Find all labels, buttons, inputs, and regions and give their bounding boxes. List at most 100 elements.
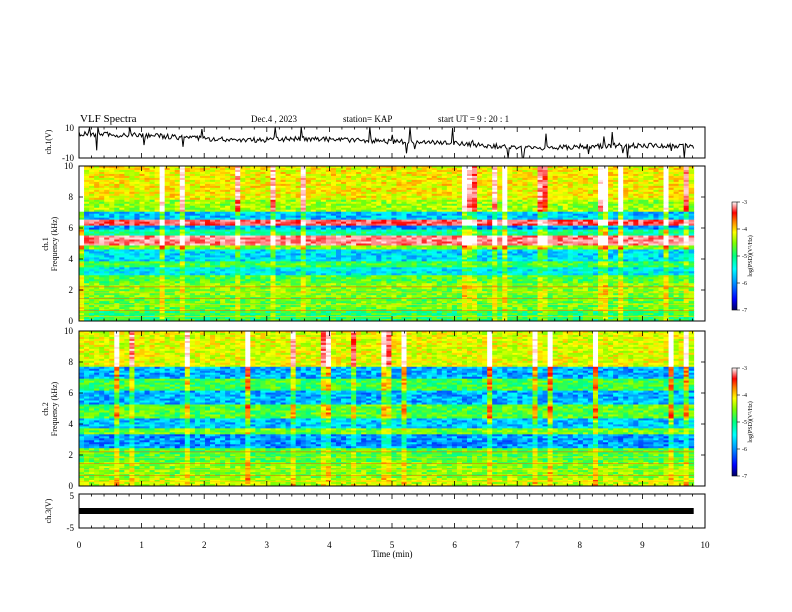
spectrogram-cell xyxy=(653,211,659,215)
spectrogram-cell xyxy=(411,166,417,169)
spectrogram-cell xyxy=(99,215,105,219)
spectrogram-cell xyxy=(204,171,211,175)
spectrogram-cell xyxy=(648,221,654,225)
spectrogram-cell xyxy=(230,175,236,179)
spectrogram-cell xyxy=(592,191,599,195)
spectrogram-cell xyxy=(466,243,473,246)
spectrogram-cell xyxy=(139,201,145,205)
spectrogram-cell xyxy=(472,185,478,189)
spectrogram-cell xyxy=(164,229,171,232)
spectrogram-cell xyxy=(603,243,609,246)
spectrogram-cell xyxy=(381,169,387,173)
spectrogram-cell xyxy=(567,201,574,205)
spectrogram-cell xyxy=(487,169,493,173)
spectrogram-cell xyxy=(305,185,312,189)
spectrogram-cell xyxy=(441,183,448,187)
spectrogram-cell xyxy=(89,193,95,197)
spectrogram-cell xyxy=(673,195,680,199)
spectrogram-cell xyxy=(361,225,367,229)
spectrogram-cell xyxy=(421,215,428,219)
spectrogram-cell xyxy=(386,185,392,189)
spectrogram-cell xyxy=(245,177,251,181)
spectrogram-cell xyxy=(371,207,377,211)
spectrogram-cell xyxy=(416,175,423,179)
spectrogram-cell xyxy=(164,243,171,246)
spectrogram-cell xyxy=(265,197,271,201)
spectrogram-cell xyxy=(386,223,392,227)
spectrogram-cell xyxy=(688,209,695,213)
spectrogram-cell xyxy=(381,179,387,183)
spectrogram-cell xyxy=(421,241,428,244)
spectrogram-cell xyxy=(542,169,549,173)
spectrogram-cell xyxy=(280,211,286,215)
spectrogram-cell xyxy=(562,166,569,169)
spectrogram-cell xyxy=(356,171,362,175)
spectrogram-cell xyxy=(164,203,171,207)
spectrogram-cell xyxy=(371,201,377,205)
spectrogram-cell xyxy=(230,201,236,205)
spectrogram-cell xyxy=(482,235,488,238)
spectrogram-cell xyxy=(381,183,387,187)
spectrogram-cell xyxy=(169,191,176,195)
spectrogram-cell xyxy=(431,223,438,227)
spectrogram-cell xyxy=(184,175,191,179)
spectrogram-cell xyxy=(592,235,599,238)
spectrogram-cell xyxy=(547,229,554,232)
spectrogram-cell xyxy=(643,235,649,238)
spectrogram-cell xyxy=(552,223,559,227)
spectrogram-cell xyxy=(542,243,549,246)
spectrogram-cell xyxy=(351,213,357,217)
spectrogram-cell xyxy=(280,209,286,213)
spectrogram-cell xyxy=(603,219,609,223)
spectrogram-cell xyxy=(290,223,297,227)
spectrogram-cell xyxy=(84,167,90,171)
spectrogram-cell xyxy=(582,166,589,169)
spectrogram-cell xyxy=(507,229,513,232)
spectrogram-cell xyxy=(154,169,161,173)
spectrogram-cell xyxy=(335,185,342,189)
spectrogram-cell xyxy=(562,221,569,225)
spectrogram-cell xyxy=(527,243,533,246)
spectrogram-cell xyxy=(220,211,226,215)
spectrogram-cell xyxy=(164,241,171,244)
spectrogram-cell xyxy=(320,171,327,175)
spectrogram-cell xyxy=(320,241,327,244)
spectrogram-cell xyxy=(245,199,251,203)
spectrogram-cell xyxy=(260,229,266,232)
spectrogram-cell xyxy=(658,239,664,242)
spectrogram-cell xyxy=(381,239,387,242)
spectrogram-cell xyxy=(557,191,564,195)
spectrogram-cell xyxy=(320,181,327,185)
spectrogram-cell xyxy=(482,199,488,203)
spectrogram-cell xyxy=(346,203,352,207)
spectrogram-cell xyxy=(114,233,120,236)
spectrogram-cell xyxy=(300,197,307,201)
spectrogram-cell xyxy=(477,233,483,236)
spectrogram-cell xyxy=(416,221,423,225)
spectrogram-cell xyxy=(537,169,543,173)
spectrogram-cell xyxy=(461,185,468,189)
spectrogram-cell xyxy=(371,235,377,238)
spectrogram-cell xyxy=(89,223,95,227)
spectrogram-cell xyxy=(688,219,695,223)
spectrogram-cell xyxy=(305,243,312,246)
spectrogram-cell xyxy=(517,237,523,240)
spectrogram-cell xyxy=(225,173,231,177)
spectrogram-cell xyxy=(396,189,402,193)
spectrogram-cell xyxy=(265,235,271,238)
spectrogram-cell xyxy=(265,241,271,244)
spectrogram-cell xyxy=(154,219,161,223)
spectrogram-cell xyxy=(280,207,286,211)
spectrogram-cell xyxy=(688,191,695,195)
spectrogram-cell xyxy=(330,225,337,229)
spectrogram-cell xyxy=(678,217,685,221)
spectrogram-cell xyxy=(356,167,362,171)
spectrogram-cell xyxy=(255,235,261,238)
spectrogram-cell xyxy=(482,179,488,183)
spectrogram-cell xyxy=(341,167,347,171)
spectrogram-cell xyxy=(482,197,488,201)
spectrogram-cell xyxy=(260,189,266,193)
spectrogram-cell xyxy=(663,199,669,203)
spectrogram-cell xyxy=(351,215,357,219)
spectrogram-cell xyxy=(517,191,523,195)
